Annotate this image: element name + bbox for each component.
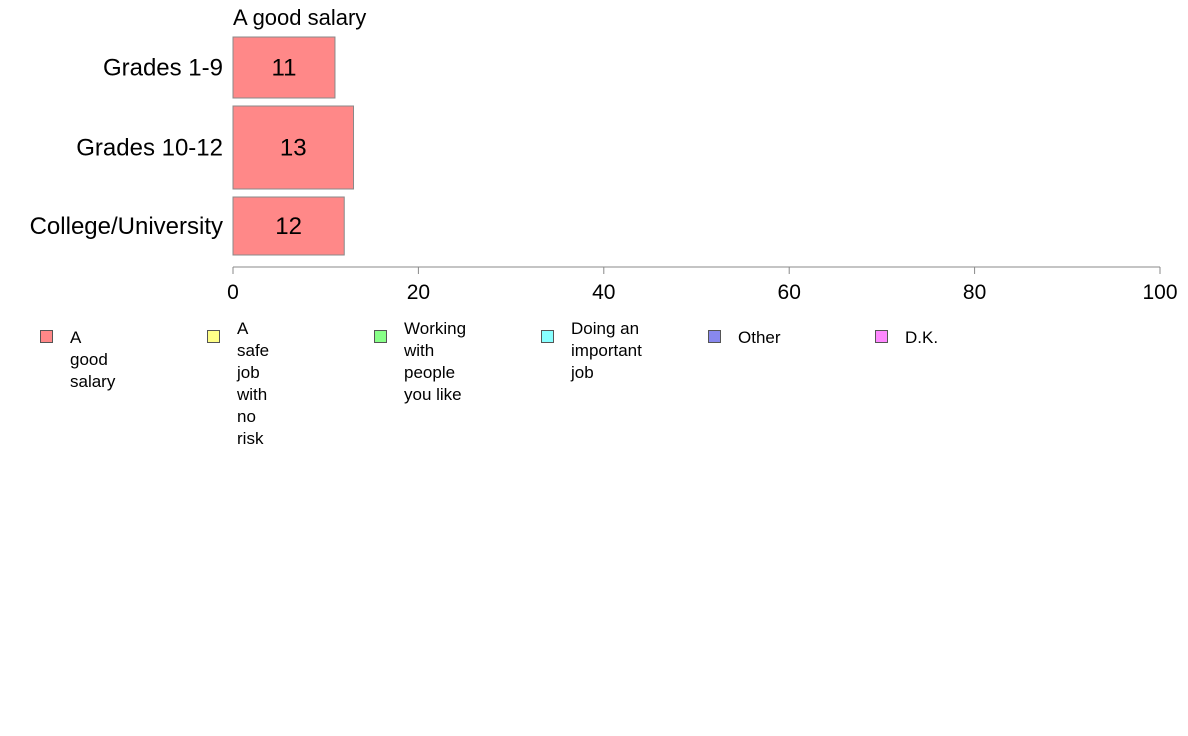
chart-title: A good salary: [233, 5, 366, 30]
x-axis: 0 20 40 60 80 100: [227, 266, 1178, 304]
x-tick-label: 80: [963, 281, 986, 304]
x-tick-label: 40: [592, 281, 615, 304]
category-label: College/University: [30, 213, 223, 240]
bars-layer: 11 Grades 1-9 13 Grades 10-12 12 College/Univ…: [30, 36, 355, 256]
category-label: Grades 10-12: [76, 135, 223, 162]
x-tick-label: 0: [227, 281, 239, 304]
x-tick-label: 60: [778, 281, 801, 304]
bar-value-label: 13: [280, 135, 307, 162]
bar-value-label: 11: [272, 55, 297, 82]
x-tick-label: 20: [407, 281, 430, 304]
bar-value-label: 12: [275, 213, 302, 240]
bar-1: [232, 36, 336, 99]
category-label: Grades 1-9: [103, 55, 223, 82]
bar-3: [232, 196, 345, 256]
bar-2: [232, 105, 355, 190]
x-tick-label: 100: [1142, 281, 1177, 304]
